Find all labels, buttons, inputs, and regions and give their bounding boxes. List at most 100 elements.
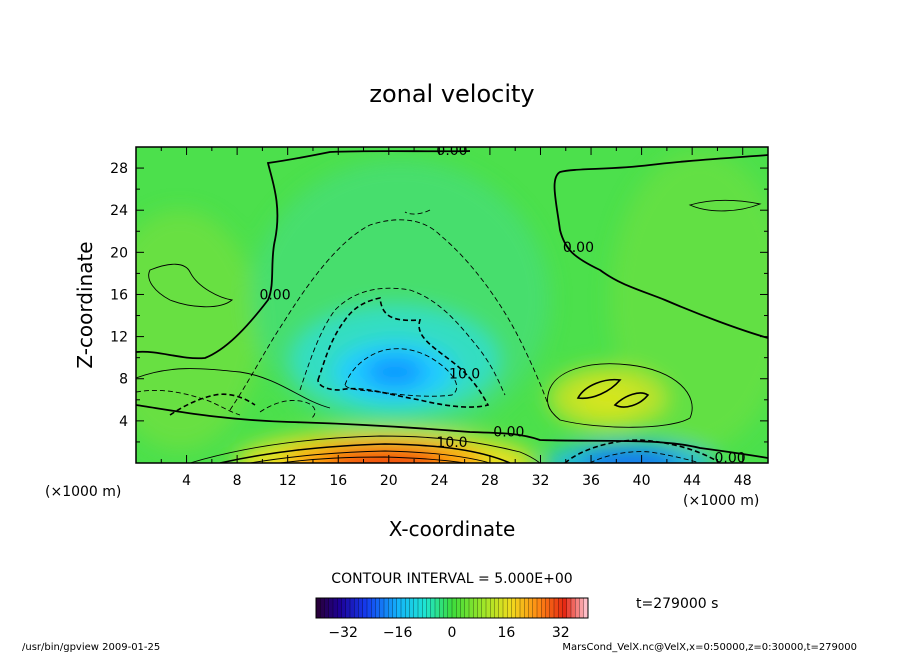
colorbar-cell [405,598,410,618]
colorbar-cell [456,598,461,618]
right-blob-inner [576,383,640,413]
x-tick-label: 24 [430,473,448,489]
colorbar-cell [324,598,330,618]
negative-contour-ten [317,297,490,408]
contour-label: 0.00 [563,240,594,256]
x-tick-label: 36 [582,473,600,489]
x-tick-label: 16 [329,473,347,489]
colorbar-tick-label: 16 [497,625,515,641]
x-tick-label: 40 [633,473,651,489]
zero-contour-right [553,154,768,339]
positive-contour-right-inner-b [613,392,650,408]
negative-contour-mid [299,287,506,396]
positive-contour-upper-right [688,199,762,212]
x-tick-label: 20 [380,473,398,489]
colorbar-cell [422,598,427,618]
colorbar-cell [507,598,512,618]
colorbar-frame [315,597,589,619]
colorbar-cell [528,598,534,618]
negative-contour-jet-right-inner [589,451,701,463]
colorbar-cell [367,598,372,618]
y-tick-label: 20 [110,245,128,261]
colorbar-cell [494,598,500,618]
x-tick-label: 8 [233,473,242,489]
colorbar-ticks: −32 −16 0 16 32 [328,625,569,641]
y-axis-title: Z-coordinate [73,241,97,368]
contour-label: 10.0 [436,435,467,451]
y-tick-label: 16 [110,287,128,303]
colorbar-cell [460,598,466,618]
colorbar-cell [320,598,325,618]
colorbar-cell [583,598,589,618]
left-field-tint [136,210,260,450]
colorbar-cell [541,598,546,618]
colorbar-cell [490,598,495,618]
colorbar-cell [375,598,381,618]
negative-jet-inner [580,451,680,463]
colorbar-cell [524,598,529,618]
contour-label: 0.00 [436,143,467,159]
colorbar-cell [371,598,376,618]
y-tick-label: 28 [110,161,128,177]
colorbar-tick-label: −32 [328,625,358,641]
colorbar-cell [545,598,551,618]
heatmap-field: 0.00 0.00 0.00 10.0 0.00 10.0 0.00 [136,143,768,467]
contour-label: 0.00 [493,424,524,440]
colorbar-cell [532,598,538,618]
colorbar-cell [358,598,364,618]
jet-contour-2 [219,443,511,463]
footer-right: MarsCond_VelX.nc@VelX,x=0:50000,z=0:3000… [562,642,857,653]
colorbar-cell [388,598,393,618]
colorbar-cell [379,598,385,618]
colorbar-cell [520,598,525,618]
colorbar-tick-label: 0 [448,625,457,641]
colorbar [315,598,589,618]
contour-lines [136,150,768,463]
colorbar-cell [439,598,444,618]
y-tick-label: 12 [110,330,128,346]
x-tick-label: 28 [481,473,499,489]
colorbar-cell [579,598,585,618]
colorbar-tick-label: −16 [383,625,413,641]
contour-interval-text: CONTOUR INTERVAL = 5.000E+00 [331,571,572,587]
negative-contour-outer [229,219,551,411]
x-axis-title: X-coordinate [389,517,516,541]
colorbar-cell [396,598,402,618]
x-tick-label: 44 [683,473,701,489]
colorbar-cell [341,598,347,618]
x-axis-ticks: 4 8 12 16 20 24 28 32 36 40 44 48 [160,147,752,489]
colorbar-cell [575,598,580,618]
positive-contour-right-inner-a [576,378,622,400]
negative-contour-upper [404,209,431,215]
x-axis-unit-left: (×1000 m) [45,484,121,500]
colorbar-cell [401,598,406,618]
y-tick-label: 24 [110,203,128,219]
colorbar-cell [477,598,483,618]
y-axis-ticks: 4 8 12 16 20 24 28 [110,161,768,443]
colorbar-cell [473,598,478,618]
colorbar-cell [337,598,342,618]
colorbar-cell [418,598,423,618]
colorbar-cell [549,598,555,618]
y-tick-label: 8 [119,372,128,388]
negative-contour-core [344,348,458,397]
colorbar-cell [464,598,470,618]
colorbar-cell [350,598,355,618]
contour-labels: 0.00 0.00 0.00 10.0 0.00 10.0 0.00 [259,143,745,467]
colorbar-cell [435,598,440,618]
colorbar-cell [486,598,491,618]
colorbar-tick-label: 32 [552,625,570,641]
colorbar-cell [316,598,321,618]
colorbar-cell [498,598,504,618]
negative-contour-low-left-a [136,389,241,416]
colorbar-cell [409,598,415,618]
x-tick-label: 4 [182,473,191,489]
contour-label: 0.00 [714,451,745,467]
negative-core-inner [365,356,425,388]
colorbar-cell [362,598,368,618]
positive-contour-right-blob [547,363,693,428]
colorbar-cell [537,598,542,618]
colorbar-cell [392,598,398,618]
colorbar-cell [515,598,521,618]
